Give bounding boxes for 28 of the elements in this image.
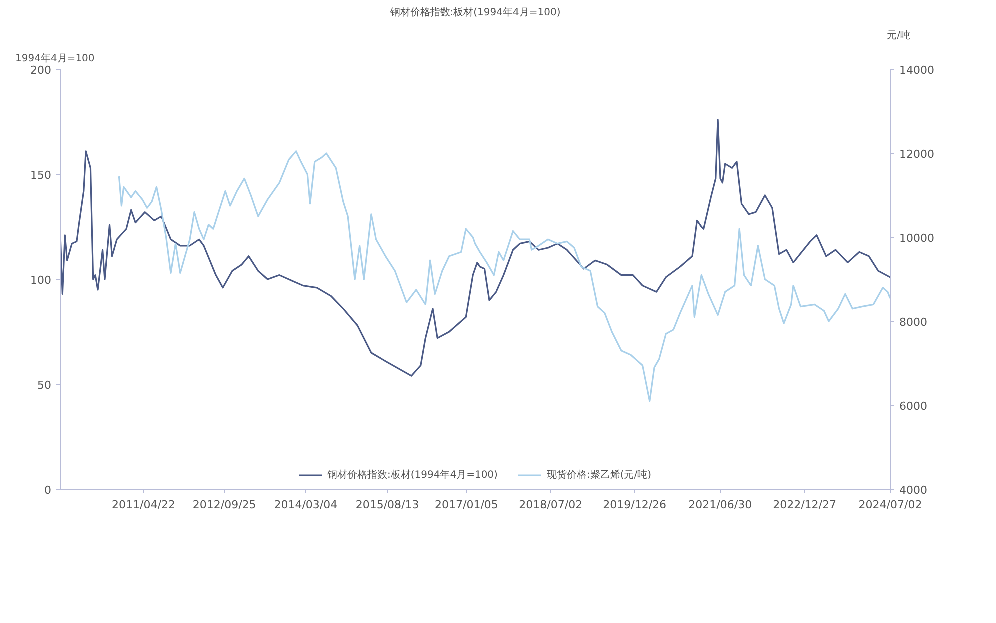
chart-title: 钢材价格指数:板材(1994年4月=100) [389,6,561,18]
y-tick-label: 50 [38,379,52,392]
x-tick-label: 2018/07/02 [519,498,583,512]
y2-tick-label: 14000 [900,64,934,77]
x-tick-label: 2014/03/04 [274,498,338,512]
y-axis-title: 1994年4月=100 [16,52,95,64]
x-tick-label: 2015/08/13 [356,498,420,512]
y-tick-label: 150 [30,169,52,182]
line-series [60,119,890,377]
y2-tick-label: 12000 [900,148,934,161]
y2-tick-label: 6000 [900,400,928,413]
x-tick-label: 2017/01/05 [435,498,498,512]
x-tick-label: 2011/04/22 [112,498,176,512]
line-series [118,150,890,402]
y2-axis-title: 元/吨 [887,30,911,42]
x-tick-label: 2012/09/25 [192,498,256,512]
y-tick-label: 0 [44,484,52,497]
y2-tick-label: 10000 [900,232,934,245]
x-tick-label: 2021/06/30 [688,498,752,512]
y2-tick-label: 8000 [900,316,928,329]
x-tick-label: 2019/12/26 [603,498,667,512]
x-tick-label: 2024/07/02 [858,498,922,512]
legend-label: 现货价格:聚乙烯(元/吨) [546,468,652,482]
y-tick-label: 200 [30,64,52,77]
legend-label: 钢材价格指数:板材(1994年4月=100) [328,468,498,482]
x-tick-label: 2022/12/27 [773,498,837,512]
y-tick-label: 100 [30,274,52,287]
y2-tick-label: 4000 [900,484,928,497]
